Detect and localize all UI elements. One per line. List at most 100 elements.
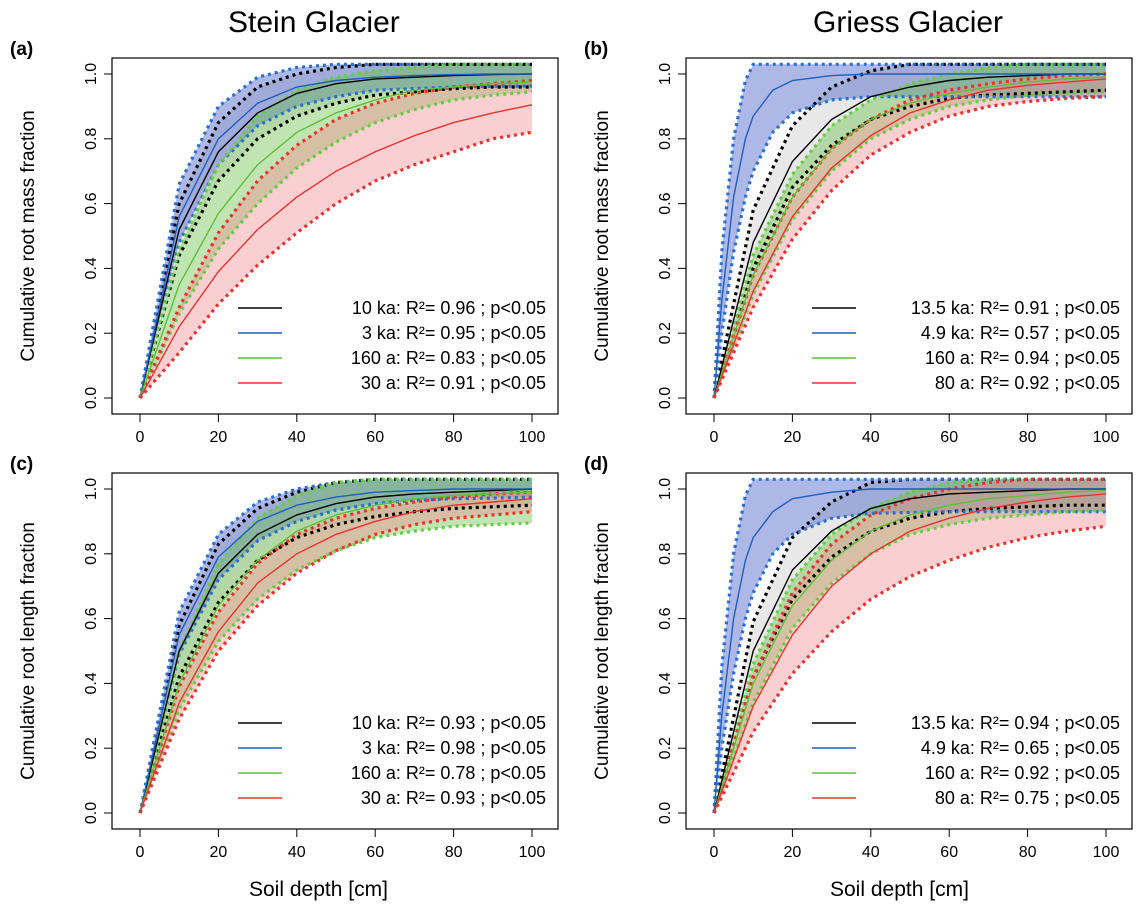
- x-tick-label: 100: [1093, 429, 1120, 446]
- x-tick-label: 20: [210, 429, 228, 446]
- confidence-band: [714, 74, 1106, 398]
- plot-area: [138, 62, 533, 400]
- y-axis-label: Cumulative root mass fraction: [592, 110, 613, 361]
- x-tick-label: 80: [445, 844, 463, 861]
- band-edge-upper: [712, 477, 1106, 814]
- x-tick-label: 20: [210, 844, 228, 861]
- legend-label: 160 a: R²= 0.94 ; p<0.05: [925, 348, 1120, 368]
- x-tick-label: 100: [1093, 844, 1120, 861]
- series-line: [713, 488, 1106, 814]
- y-tick-label: 0.2: [83, 322, 100, 344]
- series-line: [713, 76, 1107, 399]
- y-tick-label: 0.0: [657, 387, 674, 409]
- series-line: [139, 73, 532, 399]
- band-edge-lower: [138, 85, 532, 399]
- band-edge-upper: [712, 62, 1106, 399]
- y-tick-label: 0.4: [83, 672, 100, 694]
- x-tick-label: 0: [710, 429, 719, 446]
- plot-frame: [111, 57, 559, 415]
- x-tick-label: 60: [366, 429, 384, 446]
- panel-label: (b): [584, 40, 608, 60]
- legend-label: 160 a: R²= 0.83 ; p<0.05: [351, 348, 546, 368]
- band-edge-lower: [712, 95, 1107, 399]
- y-tick-label: 0.8: [83, 128, 100, 150]
- x-tick-label: 100: [519, 429, 546, 446]
- x-tick-label: 60: [940, 429, 958, 446]
- x-tick-label: 0: [710, 844, 719, 861]
- band-edge-upper: [712, 477, 1106, 814]
- y-tick-label: 0.2: [657, 737, 674, 759]
- legend-label: 4.9 ka: R²= 0.65 ; p<0.05: [921, 738, 1120, 758]
- confidence-band: [714, 64, 1106, 399]
- confidence-band: [714, 479, 1106, 813]
- band-edge-lower: [138, 510, 533, 814]
- plot-area: [712, 62, 1107, 399]
- series-line: [139, 81, 533, 399]
- x-tick-label: 100: [519, 844, 546, 861]
- legend-label: 3 ka: R²= 0.98 ; p<0.05: [362, 738, 546, 758]
- x-tick-label: 80: [1019, 844, 1037, 861]
- panel-d-chart: (d) 0 20 40 60 80 100 0.0 0.2 0.4 0.6 0.8 1.0 Cumulat…: [584, 455, 1133, 861]
- series-line: [713, 489, 1107, 814]
- panel-label: (c): [10, 455, 33, 475]
- plot-frame: [685, 57, 1133, 415]
- y-tick-label: 0.4: [83, 257, 100, 279]
- band-edge-lower: [138, 503, 533, 814]
- legend-label: 4.9 ka: R²= 0.57 ; p<0.05: [921, 323, 1120, 343]
- y-tick-label: 1.0: [657, 63, 674, 85]
- band-edge-lower: [712, 510, 1106, 814]
- y-tick-label: 0.6: [83, 192, 100, 214]
- confidence-band: [140, 479, 532, 813]
- y-tick-label: 0.2: [83, 737, 100, 759]
- y-tick-label: 0.0: [657, 802, 674, 824]
- x-tick-label: 0: [136, 429, 145, 446]
- band-edge-upper: [138, 62, 532, 399]
- band-edge-lower: [712, 88, 1107, 399]
- series-line: [713, 488, 1106, 814]
- x-tick-label: 40: [288, 844, 306, 861]
- y-tick-label: 1.0: [657, 478, 674, 500]
- band-edge-lower: [712, 503, 1106, 814]
- y-tick-label: 0.4: [657, 672, 674, 694]
- legend-label: 160 a: R²= 0.92 ; p<0.05: [925, 763, 1120, 783]
- y-tick-label: 0.4: [657, 257, 674, 279]
- series-line: [139, 73, 533, 399]
- series-line: [713, 78, 1107, 399]
- confidence-band: [714, 479, 1106, 813]
- legend-label: 80 a: R²= 0.92 ; p<0.05: [935, 373, 1120, 393]
- band-edge-lower: [712, 90, 1107, 399]
- y-tick-label: 0.6: [657, 607, 674, 629]
- series-line: [139, 104, 533, 399]
- band-edge-upper: [712, 72, 1107, 399]
- band-edge-upper: [712, 62, 1106, 399]
- series-line: [139, 488, 532, 814]
- x-tick-label: 80: [1019, 429, 1037, 446]
- x-tick-label: 60: [366, 844, 384, 861]
- legend-label: 80 a: R²= 0.75 ; p<0.05: [935, 788, 1120, 808]
- x-tick-label: 0: [136, 844, 145, 861]
- plot-area: [138, 477, 533, 814]
- y-tick-label: 0.8: [83, 543, 100, 565]
- x-tick-label: 20: [784, 844, 802, 861]
- y-tick-label: 0.8: [657, 128, 674, 150]
- x-tick-label: 40: [862, 429, 880, 446]
- y-tick-label: 0.6: [657, 192, 674, 214]
- confidence-band: [140, 64, 532, 399]
- series-line: [139, 488, 533, 814]
- legend-label: 30 a: R²= 0.93 ; p<0.05: [361, 788, 546, 808]
- band-edge-lower: [712, 95, 1106, 399]
- confidence-band: [714, 479, 1106, 813]
- legend-label: 13.5 ka: R²= 0.91 ; p<0.05: [911, 298, 1120, 318]
- legend-label: 30 a: R²= 0.91 ; p<0.05: [361, 373, 546, 393]
- y-axis-label: Cumulative root length fraction: [18, 522, 39, 780]
- panel-c-chart: (c) 0 20 40 60 80 100 0.0 0.2 0.4 0.6 0.8 1.0 Cumulat…: [10, 455, 559, 861]
- band-edge-lower: [138, 521, 533, 814]
- y-tick-label: 0.6: [83, 607, 100, 629]
- y-tick-label: 0.0: [83, 387, 100, 409]
- griess-glacier-title: Griess Glacier: [813, 6, 1004, 39]
- x-tick-label: 60: [940, 844, 958, 861]
- plot-frame: [685, 472, 1133, 830]
- legend-label: 10 ka: R²= 0.93 ; p<0.05: [352, 713, 546, 733]
- panel-b-chart: (b) 0 20 40 60 80 100 0.0 0.2 0.4 0.6 0.8 1.0 Cumulat…: [584, 40, 1133, 446]
